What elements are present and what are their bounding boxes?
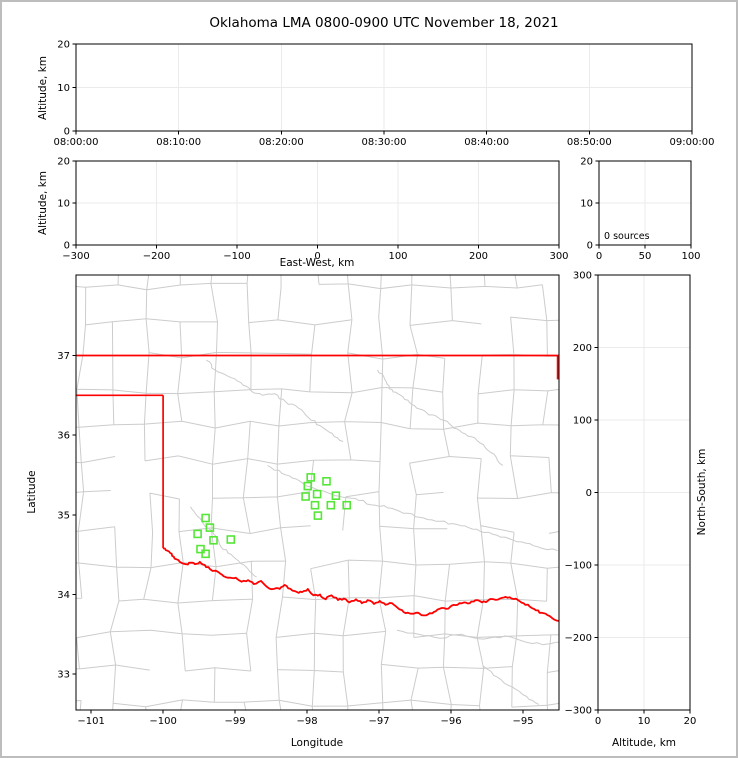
x-tick-label: −100: [149, 716, 176, 727]
x-tick-label: −95: [512, 716, 533, 727]
x-tick-label: 20: [684, 716, 697, 727]
x-tick-label: −200: [143, 251, 170, 262]
lma-station-marker: [205, 523, 215, 532]
y-tick-label: 0: [64, 127, 70, 138]
x-tick-label: 300: [549, 251, 568, 262]
y-tick-label: 10: [57, 83, 70, 94]
y-tick-label: 20: [57, 157, 70, 168]
x-tick-label: 08:00:00: [54, 137, 99, 148]
x-tick-label: −300: [62, 251, 89, 262]
x-tick-label: 200: [469, 251, 488, 262]
y-tick-label: −100: [565, 561, 592, 572]
x-tick-label: 09:00:00: [670, 137, 715, 148]
north-south-height-panel: 0 10 20 −300 −200 −100 0 100 200 300: [565, 271, 697, 728]
y-tick-label: −200: [565, 633, 592, 644]
y-tick-label: 20: [57, 40, 70, 51]
y-tick-label: 10: [57, 199, 70, 210]
x-tick-label: 100: [681, 251, 700, 262]
y-axis-label-ew-height: Altitude, km: [37, 171, 49, 235]
time-height-panel: 08:00:00 08:10:00 08:20:00 08:30:00 08:40:00…: [54, 40, 715, 149]
lma-station-marker: [209, 535, 218, 545]
river: [190, 506, 257, 578]
east-west-height-panel: −300 −200 −100 0 100 200 300 0 10 20: [57, 157, 568, 263]
x-tick-label: −97: [368, 716, 389, 727]
y-axis-label-latitude: Latitude: [26, 470, 38, 513]
panel-frame: [75, 274, 560, 711]
river: [206, 359, 344, 442]
plan-view-map-panel: −101 −100 −99 −98 −97 −96 −95 33 34 35 36 37: [57, 274, 560, 727]
x-tick-label: 0: [596, 251, 602, 262]
x-tick-label: −100: [223, 251, 250, 262]
lma-station-marker: [342, 500, 352, 510]
y-tick-label: 34: [57, 590, 70, 601]
x-axis-label-altitude-ns: Altitude, km: [612, 737, 676, 749]
y-tick-label: 100: [573, 416, 592, 427]
x-tick-label: 08:40:00: [464, 137, 509, 148]
lma-station-marker: [310, 500, 320, 510]
y-tick-label: 37: [57, 351, 70, 362]
y-tick-label: 20: [580, 157, 593, 168]
lma-station-marker: [306, 473, 316, 482]
red-river-border: [163, 547, 559, 622]
source-histogram-panel: 0 50 100 0 10 20: [580, 157, 700, 263]
county-boundaries: [76, 275, 559, 710]
x-tick-label: 08:10:00: [156, 137, 201, 148]
x-axis-label-longitude: Longitude: [291, 737, 343, 749]
lma-station-marker: [201, 513, 210, 523]
x-tick-label: 50: [639, 251, 652, 262]
y-axis-label-time-height: Altitude, km: [37, 56, 49, 120]
x-tick-label: 10: [638, 716, 651, 727]
lma-station-marker: [201, 549, 210, 559]
lma-station-marker: [301, 492, 310, 501]
lma-station-marker: [303, 481, 313, 491]
y-tick-label: 33: [57, 670, 70, 681]
lma-station-marker: [196, 544, 205, 554]
x-tick-label: −101: [77, 716, 104, 727]
lma-station-marker: [312, 489, 322, 499]
y-tick-label: 0: [587, 241, 593, 252]
x-tick-label: 08:50:00: [567, 137, 612, 148]
x-tick-label: 0: [595, 716, 601, 727]
y-tick-label: 0: [586, 488, 592, 499]
lma-station-marker: [326, 500, 336, 510]
y-tick-label: 300: [573, 271, 592, 282]
map-layers: [76, 275, 559, 710]
figure-title: Oklahoma LMA 0800-0900 UTC November 18, …: [209, 15, 559, 31]
x-tick-label: 100: [388, 251, 407, 262]
river: [396, 629, 559, 646]
y-tick-label: 36: [57, 431, 70, 442]
x-tick-label: −98: [297, 716, 318, 727]
x-tick-label: −99: [225, 716, 246, 727]
y-tick-label: 0: [64, 241, 70, 252]
y-axis-label-north-south: North-South, km: [696, 449, 708, 536]
y-tick-label: −300: [565, 706, 592, 717]
river: [483, 665, 540, 705]
x-tick-label: 0: [314, 251, 320, 262]
lma-station-marker: [313, 511, 323, 520]
y-tick-label: 10: [580, 199, 593, 210]
lma-station-marker: [193, 529, 202, 539]
x-tick-label: 08:20:00: [259, 137, 304, 148]
lma-station-marker: [331, 491, 341, 501]
x-axis-label-ew-height: East-West, km: [280, 257, 355, 269]
river: [377, 369, 504, 466]
lma-station-marker: [322, 476, 331, 486]
x-tick-label: 08:30:00: [362, 137, 407, 148]
x-tick-label: −96: [440, 716, 461, 727]
lma-station-marker: [226, 535, 236, 544]
source-count-annotation: 0 sources: [604, 231, 650, 242]
y-tick-label: 35: [57, 510, 70, 521]
y-tick-label: 200: [573, 343, 592, 354]
